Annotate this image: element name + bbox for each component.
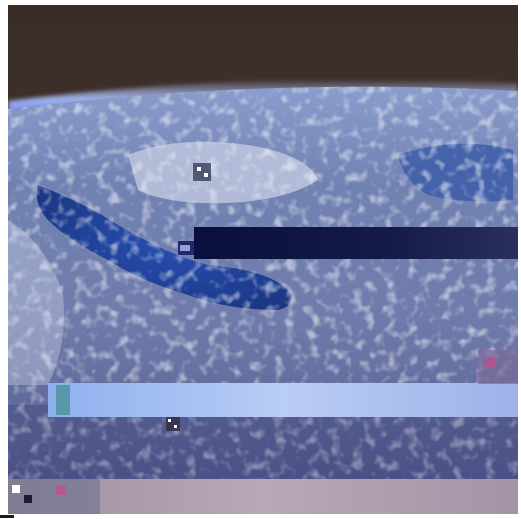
left-shore-clouds [8, 220, 64, 385]
earth-orbit-illustration [8, 5, 518, 514]
glitch-block [8, 479, 100, 514]
glitch-block [56, 385, 70, 415]
glitch-band-light [48, 383, 518, 417]
earth-orbit-photo [8, 5, 518, 514]
edge-mark [0, 515, 14, 518]
earth-surface [8, 86, 518, 514]
glitch-band-dark [194, 227, 518, 259]
glitch-block [193, 163, 211, 181]
cloud-cover [8, 86, 518, 514]
glitch-block [478, 350, 518, 384]
bottom-margin [0, 515, 521, 519]
